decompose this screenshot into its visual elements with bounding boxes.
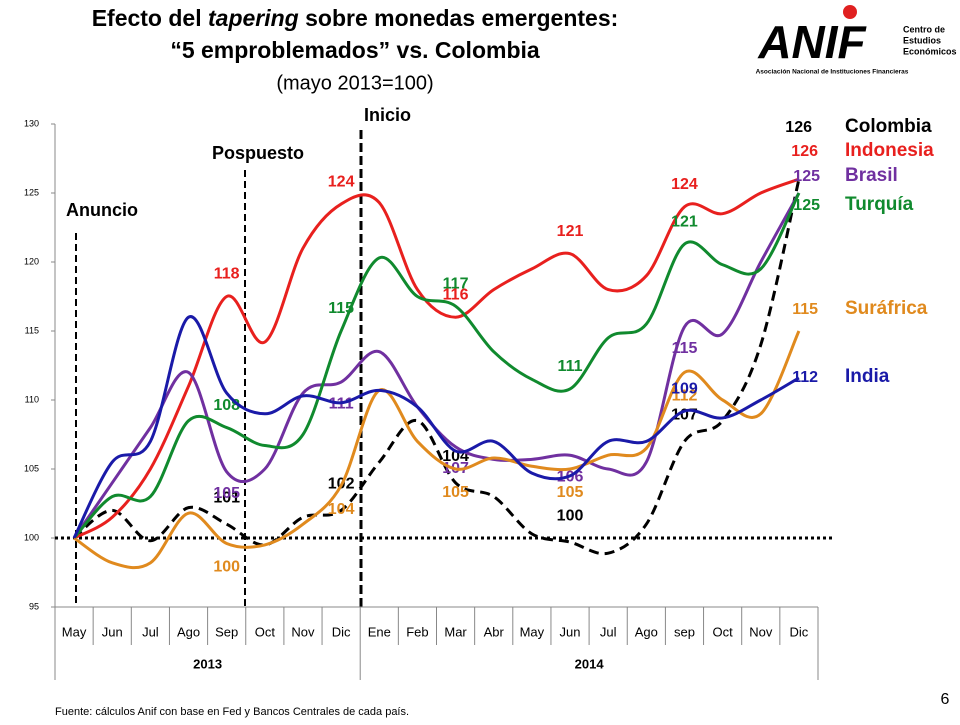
data-label: 126 [791, 143, 818, 160]
data-label: 115 [792, 301, 818, 318]
y-tick-label: 95 [29, 601, 39, 611]
legend-label: Colombia [845, 116, 932, 137]
x-tick-label: Oct [713, 624, 734, 639]
legend-label: Brasil [845, 165, 898, 186]
data-label: 101 [213, 489, 240, 506]
x-tick-label: Mar [444, 624, 467, 639]
subtitle: (mayo 2013=100) [276, 72, 433, 94]
source: Fuente: cálculos Anif con base en Fed y … [55, 706, 409, 718]
x-tick-label: Ene [368, 624, 391, 639]
series-line [72, 192, 801, 539]
x-tick-label: Oct [255, 624, 276, 639]
annotation: Anuncio [66, 200, 138, 220]
data-label: 124 [671, 176, 698, 193]
data-label: 100 [557, 507, 584, 524]
x-tick-label: Sep [215, 624, 238, 639]
title-part: tapering [208, 5, 299, 31]
logo-text: Económicos [903, 46, 957, 56]
series-line [73, 330, 801, 570]
logo-dot [843, 5, 857, 19]
title: Efecto del tapering sobre monedas emerge… [92, 5, 619, 31]
title-part: Efecto del [92, 5, 208, 31]
y-tick-label: 115 [25, 325, 39, 335]
series-line [72, 192, 801, 540]
annotation: Pospuesto [212, 143, 304, 163]
x-tick-label: Dic [790, 624, 809, 639]
data-label: 115 [328, 300, 354, 317]
data-label: 105 [213, 485, 240, 502]
x-tick-label: Abr [484, 624, 505, 639]
data-label: 116 [443, 286, 469, 303]
data-label: 112 [672, 388, 698, 405]
logo-tagline: Asociación Nacional de Instituciones Fin… [756, 69, 909, 76]
title-line2: “5 emproblemados” vs. Colombia [170, 37, 540, 63]
series-line [73, 178, 801, 556]
series-line [73, 177, 800, 540]
legend-label: Suráfrica [845, 298, 928, 319]
page-number: 6 [941, 691, 950, 708]
x-tick-label: Jul [142, 624, 159, 639]
data-label: 117 [443, 275, 469, 292]
x-tick-label: May [520, 624, 545, 639]
series-line [72, 315, 800, 539]
title-part: sobre monedas emergentes: [299, 5, 619, 31]
data-label: 100 [213, 559, 240, 576]
y-tick-label: 120 [24, 256, 39, 266]
y-tick-label: 105 [24, 463, 39, 473]
x-tick-label: Jun [560, 624, 581, 639]
data-label: 125 [793, 168, 820, 185]
data-label: 111 [558, 358, 583, 375]
data-label: 105 [442, 484, 469, 501]
data-label: 121 [671, 213, 698, 230]
x-tick-label: Feb [406, 624, 428, 639]
y-tick-label: 130 [24, 118, 39, 128]
logo-text: Estudios [903, 35, 941, 45]
data-label: 115 [672, 340, 698, 357]
x-tick-label: Jul [600, 624, 617, 639]
legend-label: Indonesia [845, 140, 934, 161]
x-tick-label: sep [674, 624, 695, 639]
legend-label: Turquía [845, 194, 914, 215]
data-label: 126 [785, 119, 812, 136]
x-tick-label: Jun [102, 624, 123, 639]
data-label: 112 [792, 369, 818, 386]
logo: ANIF Centro de Estudios Económicos Asoci… [756, 5, 957, 76]
logo-text: Centro de [903, 24, 945, 34]
legend-label: India [845, 366, 890, 387]
data-label: 105 [557, 484, 584, 501]
year-label: 2013 [193, 656, 222, 671]
x-tick-label: May [62, 624, 87, 639]
x-tick-label: Dic [332, 624, 351, 639]
y-tick-label: 125 [24, 187, 39, 197]
data-label: 104 [328, 501, 355, 518]
data-label: 109 [671, 380, 698, 397]
x-tick-label: Ago [177, 624, 200, 639]
data-label: 124 [328, 173, 355, 190]
x-tick-label: Nov [749, 624, 773, 639]
data-label: 125 [793, 197, 820, 214]
data-label: 121 [557, 223, 584, 240]
y-tick-label: 100 [24, 532, 39, 542]
data-label: 118 [214, 266, 240, 283]
logo-name: ANIF [757, 16, 867, 68]
x-tick-label: Nov [291, 624, 315, 639]
annotation: Inicio [364, 105, 411, 125]
y-tick-label: 110 [25, 394, 39, 404]
x-tick-label: Ago [635, 624, 658, 639]
year-label: 2014 [575, 656, 605, 671]
data-label: 108 [213, 397, 240, 414]
